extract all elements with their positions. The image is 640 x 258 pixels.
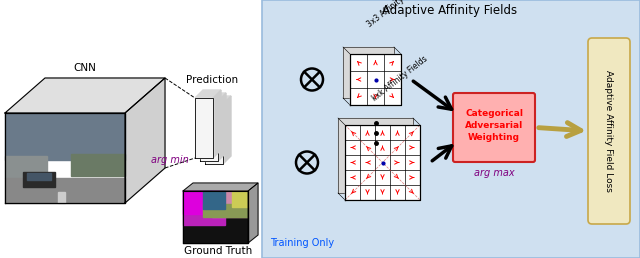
Polygon shape: [338, 118, 413, 193]
Text: kxk Affinity Fields: kxk Affinity Fields: [371, 54, 429, 103]
Polygon shape: [200, 93, 226, 101]
Polygon shape: [58, 192, 65, 203]
Polygon shape: [5, 178, 125, 203]
Polygon shape: [183, 183, 258, 191]
Polygon shape: [213, 90, 221, 158]
Bar: [262, 0, 640, 258]
Polygon shape: [125, 78, 165, 203]
Polygon shape: [202, 204, 248, 217]
Text: CNN: CNN: [74, 63, 97, 73]
Text: Ground Truth: Ground Truth: [184, 246, 253, 256]
Text: Categorical
Adversarial
Weighting: Categorical Adversarial Weighting: [465, 109, 523, 142]
Text: Prediction: Prediction: [186, 75, 238, 85]
FancyBboxPatch shape: [453, 93, 535, 162]
Text: Adaptive Affinity Field Loss: Adaptive Affinity Field Loss: [605, 70, 614, 192]
Polygon shape: [223, 96, 231, 164]
Polygon shape: [195, 90, 221, 98]
Polygon shape: [195, 98, 213, 158]
Polygon shape: [202, 191, 225, 209]
Polygon shape: [343, 47, 394, 98]
Polygon shape: [350, 54, 401, 105]
Text: Adaptive Affinity Fields: Adaptive Affinity Fields: [383, 4, 518, 17]
Polygon shape: [205, 104, 223, 164]
Text: arg min: arg min: [151, 155, 189, 165]
Polygon shape: [5, 78, 165, 113]
Polygon shape: [5, 156, 47, 178]
Text: 3x3 Affinity Fields: 3x3 Affinity Fields: [365, 0, 425, 29]
Polygon shape: [27, 173, 51, 180]
Polygon shape: [212, 191, 248, 217]
FancyBboxPatch shape: [588, 38, 630, 224]
Polygon shape: [5, 113, 125, 160]
Polygon shape: [232, 191, 248, 207]
Polygon shape: [183, 191, 225, 225]
Polygon shape: [71, 154, 125, 176]
Polygon shape: [23, 172, 56, 187]
Polygon shape: [183, 191, 219, 214]
Polygon shape: [183, 191, 248, 243]
Polygon shape: [345, 125, 420, 200]
Polygon shape: [205, 96, 231, 104]
Polygon shape: [218, 93, 226, 161]
Text: Training Only: Training Only: [270, 238, 334, 248]
Polygon shape: [200, 101, 218, 161]
Text: arg max: arg max: [474, 168, 515, 178]
Polygon shape: [248, 183, 258, 243]
